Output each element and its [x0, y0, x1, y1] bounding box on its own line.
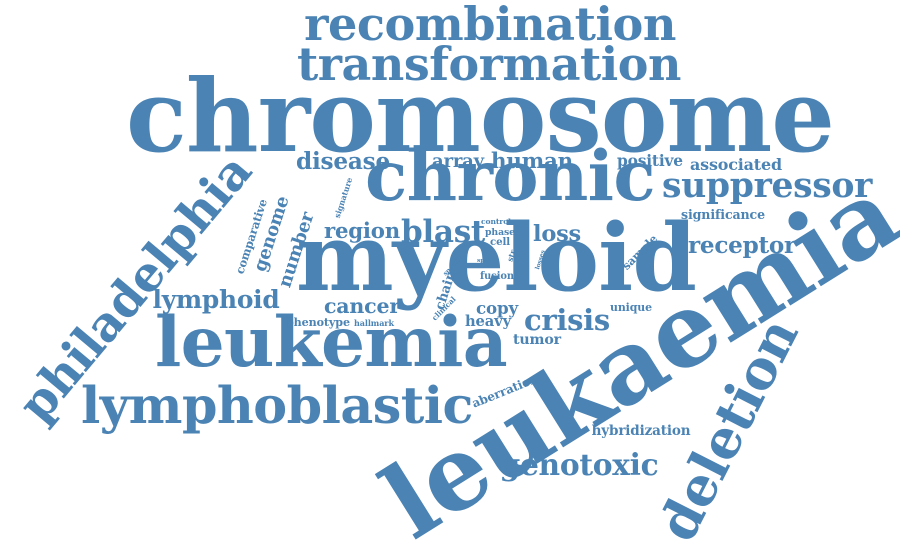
- word-associated: associated: [690, 155, 782, 174]
- word-human: human: [491, 149, 573, 175]
- word-chromosome: chromosome: [126, 57, 835, 175]
- word-myeloid: myeloid: [296, 202, 697, 312]
- word-heavy: heavy: [465, 312, 511, 330]
- word-cancer: cancer: [324, 293, 400, 318]
- word-cell: cell: [490, 235, 510, 248]
- word-blast: blast: [401, 213, 485, 250]
- word-significance: significance: [681, 206, 765, 222]
- word-crisis: crisis: [524, 302, 610, 337]
- word-transformation: transformation: [297, 37, 681, 91]
- word-fusion: fusion: [480, 271, 514, 282]
- word-lymphoid: lymphoid: [152, 284, 280, 314]
- word-control: control: [481, 217, 511, 227]
- word-spot: spot: [477, 257, 491, 264]
- word-receptor: receptor: [688, 231, 796, 259]
- word-phase: phase: [485, 227, 515, 239]
- word-genotoxic: genotoxic: [499, 448, 659, 484]
- word-phenotype: phenotype: [286, 316, 350, 330]
- word-lymphoblastic: lymphoblastic: [81, 374, 473, 435]
- word-positive: positive: [617, 152, 683, 171]
- word-suppressor: suppressor: [662, 165, 872, 206]
- word-region: region: [324, 219, 400, 245]
- word-hybridization: hybridization: [591, 423, 691, 440]
- word-disease: disease: [296, 148, 390, 176]
- word-loss: loss: [533, 220, 581, 247]
- word-copy: copy: [476, 297, 518, 318]
- word-recombination: recombination: [304, 0, 676, 51]
- word-array: array: [432, 151, 484, 172]
- word-chronic: chronic: [365, 136, 656, 218]
- word-tumor: tumor: [513, 331, 562, 348]
- word-unique: unique: [610, 300, 652, 314]
- word-leukemia: leukemia: [155, 302, 508, 384]
- word-hallmark: hallmark: [354, 318, 394, 328]
